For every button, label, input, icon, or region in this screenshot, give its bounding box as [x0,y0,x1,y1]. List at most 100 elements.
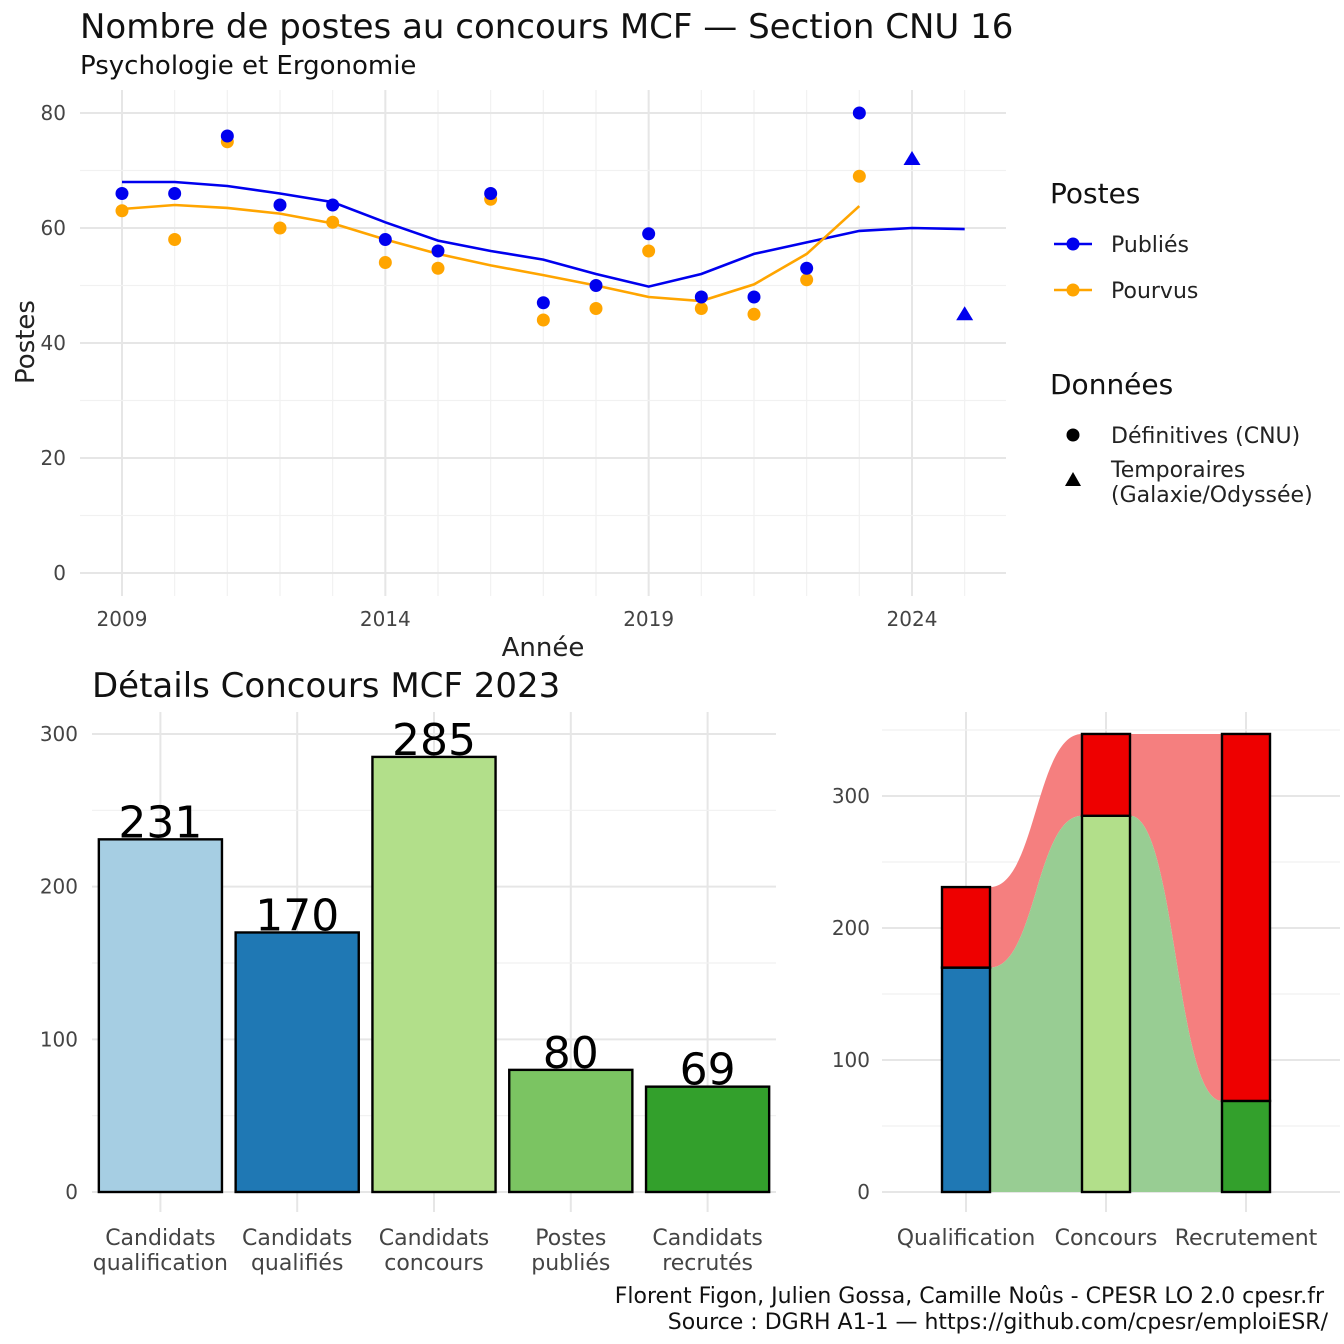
flow-band-rejected [990,733,1082,968]
y-tick-label: 0 [857,1180,870,1204]
line-chart-x-ticks: 2009 2014 2019 2024 [97,607,938,631]
x-tick-label: Candidats [242,1226,352,1251]
point-pourvus [642,244,656,258]
x-tick-label: Candidats [379,1226,489,1251]
x-tick-label: qualifiés [251,1251,343,1276]
y-tick-label: 300 [832,784,870,808]
bar-chart-data-labels: 231 170 285 80 69 [118,715,735,1096]
legend-dot-pourvus [1066,283,1080,297]
stack-segment [1220,732,1272,1103]
y-tick-label: 60 [41,216,66,240]
bar [97,838,224,1194]
legend-label-definitives: Définitives (CNU) [1111,424,1300,449]
bar-value-label: 69 [680,1045,736,1096]
point-publies [852,106,866,120]
point-publies [747,290,761,304]
x-axis-title: Année [502,633,585,663]
point-publies [431,244,445,258]
point-pourvus [378,256,392,269]
x-tick-label: recrutés [662,1251,753,1276]
y-tick-label: 300 [40,722,78,746]
x-tick-label: Postes [535,1226,606,1251]
stack-segment [1080,732,1132,818]
x-tick-label: 2019 [623,607,674,631]
point-publies [273,198,287,212]
point-pourvus [168,233,182,246]
y-tick-label: 0 [65,1180,78,1204]
y-tick-label: 200 [832,916,870,940]
point-publies [642,227,656,241]
stack-segment [1080,814,1132,1194]
bar [508,1068,634,1194]
point-pourvus [273,221,287,235]
point-pourvus [431,261,445,275]
flow-chart-y-ticks: 0 100 200 300 [832,784,870,1204]
legend: Postes Publiés Pourvus Données Définitiv… [1050,177,1313,508]
y-tick-label: 20 [41,446,66,470]
point-publies [589,279,603,292]
legend-label-publies: Publiés [1111,233,1189,258]
y-tick-label: 80 [41,101,66,125]
bar-value-label: 170 [255,890,339,941]
chart-subtitle: Psychologie et Ergonomie [80,51,416,81]
bar [234,931,360,1194]
x-tick-label: Candidats [105,1226,215,1251]
point-pourvus [326,215,340,229]
caption-authors: Florent Figon, Julien Gossa, Camille Noû… [615,1284,1325,1309]
x-tick-label: Recrutement [1175,1226,1318,1251]
stack-segment [1220,1099,1272,1194]
bar-chart-x-ticks: CandidatsqualificationCandidatsqualifiés… [93,1226,763,1276]
y-tick-label: 0 [53,561,66,585]
smooth-line-pourvus [121,203,861,303]
flow-band-accepted [1130,815,1222,1192]
y-tick-label: 200 [40,875,78,899]
line-chart-points [115,106,974,327]
bar-value-label: 80 [543,1028,599,1079]
point-publies [326,198,340,212]
caption-source: Source : DGRH A1-1 — https://github.com/… [668,1310,1329,1335]
point-temporaire-publies [903,151,921,165]
point-publies [220,129,234,143]
y-tick-label: 100 [832,1048,870,1072]
legend-title-donnees: Données [1050,368,1173,401]
x-tick-label: qualification [93,1251,228,1276]
point-publies [115,187,129,200]
flow-chart-bars [940,732,1272,1194]
legend-title-postes: Postes [1050,177,1140,210]
bar-chart-y-ticks: 0 100 200 300 [40,722,78,1204]
x-tick-label: Candidats [652,1226,762,1251]
legend-dot-publies [1066,237,1080,251]
point-pourvus [115,204,129,218]
line-chart-y-ticks: 0 20 40 60 80 [41,101,66,585]
point-pourvus [747,307,761,321]
x-tick-label: Concours [1055,1226,1158,1251]
point-publies [484,187,498,200]
point-pourvus [852,169,866,183]
x-tick-label: 2009 [97,607,148,631]
bar-chart-bars [97,755,771,1194]
flow-band-rejected [1130,733,1222,1101]
x-tick-label: publiés [531,1251,610,1276]
point-publies [536,296,550,310]
bar-value-label: 285 [392,715,476,766]
chart-title: Nombre de postes au concours MCF — Secti… [80,7,1013,47]
legend-label-temporaires-2: (Galaxie/Odyssée) [1111,483,1313,508]
line-chart-smooth-lines [121,180,965,303]
bar-value-label: 231 [118,797,202,848]
flow-chart-x-ticks: Qualification Concours Recrutement [897,1226,1318,1251]
line-chart-grid [80,90,1006,596]
legend-circle-definitives [1066,428,1080,442]
point-temporaire-publies [956,306,974,321]
y-tick-label: 100 [40,1027,78,1051]
x-tick-label: concours [384,1251,484,1276]
bar-chart-title: Détails Concours MCF 2023 [92,666,560,706]
x-tick-label: 2024 [887,607,938,631]
legend-label-pourvus: Pourvus [1111,279,1198,304]
stack-segment [940,966,992,1194]
point-pourvus [694,302,708,315]
bar [371,755,497,1194]
point-pourvus [800,273,814,287]
x-tick-label: Qualification [897,1226,1036,1251]
x-tick-label: 2014 [360,607,411,631]
